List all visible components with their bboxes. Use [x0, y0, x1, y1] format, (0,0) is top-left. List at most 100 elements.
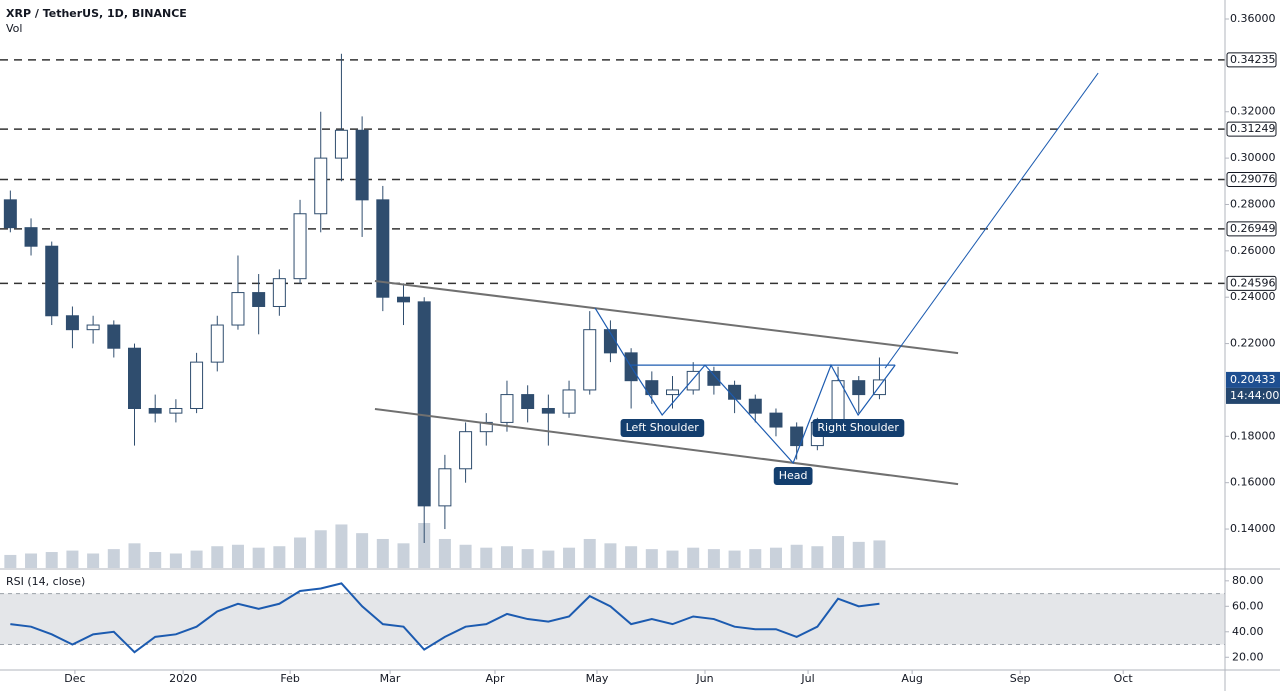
candle-body: [769, 412, 783, 428]
level-label: 0.26949: [1230, 222, 1276, 235]
candle-body: [728, 384, 742, 400]
candle-body: [169, 407, 183, 414]
y-tick-label: 0.36000: [1230, 12, 1276, 25]
projection-line: [884, 72, 1099, 369]
candle-body: [645, 380, 659, 396]
volume-bar: [459, 544, 472, 568]
candle-body: [500, 394, 514, 423]
volume-bar: [66, 550, 79, 568]
candle-body: [376, 199, 390, 298]
countdown: 14:44:00: [1230, 389, 1279, 402]
volume-bar: [231, 544, 244, 568]
annotation-label: Right Shoulder: [817, 421, 899, 434]
volume-bar: [687, 547, 700, 568]
candle-body: [748, 398, 762, 414]
x-tick-label: Jun: [695, 672, 713, 685]
level-box: [1226, 172, 1277, 188]
volume-label: Vol: [6, 22, 22, 35]
volume-bar: [418, 523, 431, 568]
volume-bar: [252, 547, 265, 568]
volume-bar: [749, 549, 762, 568]
candle-body: [583, 329, 597, 391]
volume-bar: [769, 547, 782, 568]
x-tick-label: Mar: [380, 672, 401, 685]
candle-body: [107, 324, 121, 349]
x-tick-label: Dec: [64, 672, 85, 685]
volume-bar: [521, 549, 534, 568]
volume-bar: [480, 547, 493, 568]
y-tick-label: 0.26000: [1230, 244, 1276, 257]
rsi-title: RSI (14, close): [6, 575, 85, 588]
candle-body: [666, 389, 680, 396]
volume-bar: [273, 546, 286, 568]
x-tick-label: May: [586, 672, 609, 685]
volume-bar: [707, 549, 720, 568]
candle-body: [852, 380, 866, 396]
volume-bar: [645, 549, 658, 568]
countdown-box: [1226, 387, 1280, 404]
candle-body: [790, 426, 804, 447]
level-label: 0.34235: [1230, 53, 1276, 66]
candle-body: [210, 324, 224, 363]
volume-bar: [873, 540, 886, 568]
level-box: [1226, 52, 1277, 68]
last-price-label: 0.20433: [1230, 373, 1276, 386]
x-tick-label: Oct: [1114, 672, 1134, 685]
y-tick-label: 0.24000: [1230, 290, 1276, 303]
x-tick-label: Apr: [485, 672, 505, 685]
candle-body: [86, 324, 100, 331]
main-pane: [0, 53, 1225, 568]
level-box: [1226, 275, 1277, 291]
candle-body: [252, 292, 266, 307]
candle-body: [272, 278, 286, 307]
volume-bar: [500, 546, 513, 568]
x-tick-label: Feb: [280, 672, 299, 685]
candle-body: [314, 157, 328, 215]
annotation-box: [812, 418, 905, 437]
volume-bar: [107, 549, 120, 568]
y-tick-label: 0.28000: [1230, 197, 1276, 210]
y-tick-label: 0.30000: [1230, 151, 1276, 164]
rsi-tick-label: 20.00: [1232, 650, 1264, 663]
volume-bar: [149, 552, 162, 568]
volume-bar: [211, 546, 224, 568]
annotation-label: Left Shoulder: [626, 421, 700, 434]
channel-line: [374, 407, 959, 486]
level-label: 0.24596: [1230, 276, 1276, 289]
candle-body: [65, 315, 79, 331]
annotation-box: [773, 466, 813, 485]
rsi-band: [0, 593, 1225, 645]
candle-body: [293, 213, 307, 280]
volume-bar: [563, 547, 576, 568]
volume-bar: [542, 550, 555, 568]
volume-bar: [87, 553, 100, 568]
y-tick-label: 0.32000: [1230, 105, 1276, 118]
volume-bar: [666, 550, 679, 568]
candle-body: [438, 468, 452, 507]
volume-bar: [25, 553, 38, 568]
volume-bar: [376, 538, 389, 568]
level-box: [1226, 121, 1277, 137]
candle-body: [459, 431, 473, 470]
volume-bar: [438, 538, 451, 568]
rsi-tick-label: 80.00: [1232, 574, 1264, 587]
volume-bar: [190, 550, 203, 568]
volume-bar: [625, 546, 638, 568]
annotation-label: Head: [779, 469, 808, 482]
candle-body: [24, 227, 38, 247]
volume-bar: [728, 550, 741, 568]
candle-body: [603, 329, 617, 354]
candle-body: [541, 407, 555, 414]
volume-bar: [45, 552, 58, 568]
volume-bar: [169, 553, 182, 568]
candle-body: [334, 129, 348, 159]
channel-line: [374, 279, 959, 355]
volume-bar: [335, 524, 348, 568]
rsi-tick-label: 40.00: [1232, 625, 1264, 638]
y-tick-label: 0.22000: [1230, 337, 1276, 350]
candle-body: [128, 347, 142, 409]
y-tick-label: 0.18000: [1230, 429, 1276, 442]
candle-body: [148, 407, 162, 414]
